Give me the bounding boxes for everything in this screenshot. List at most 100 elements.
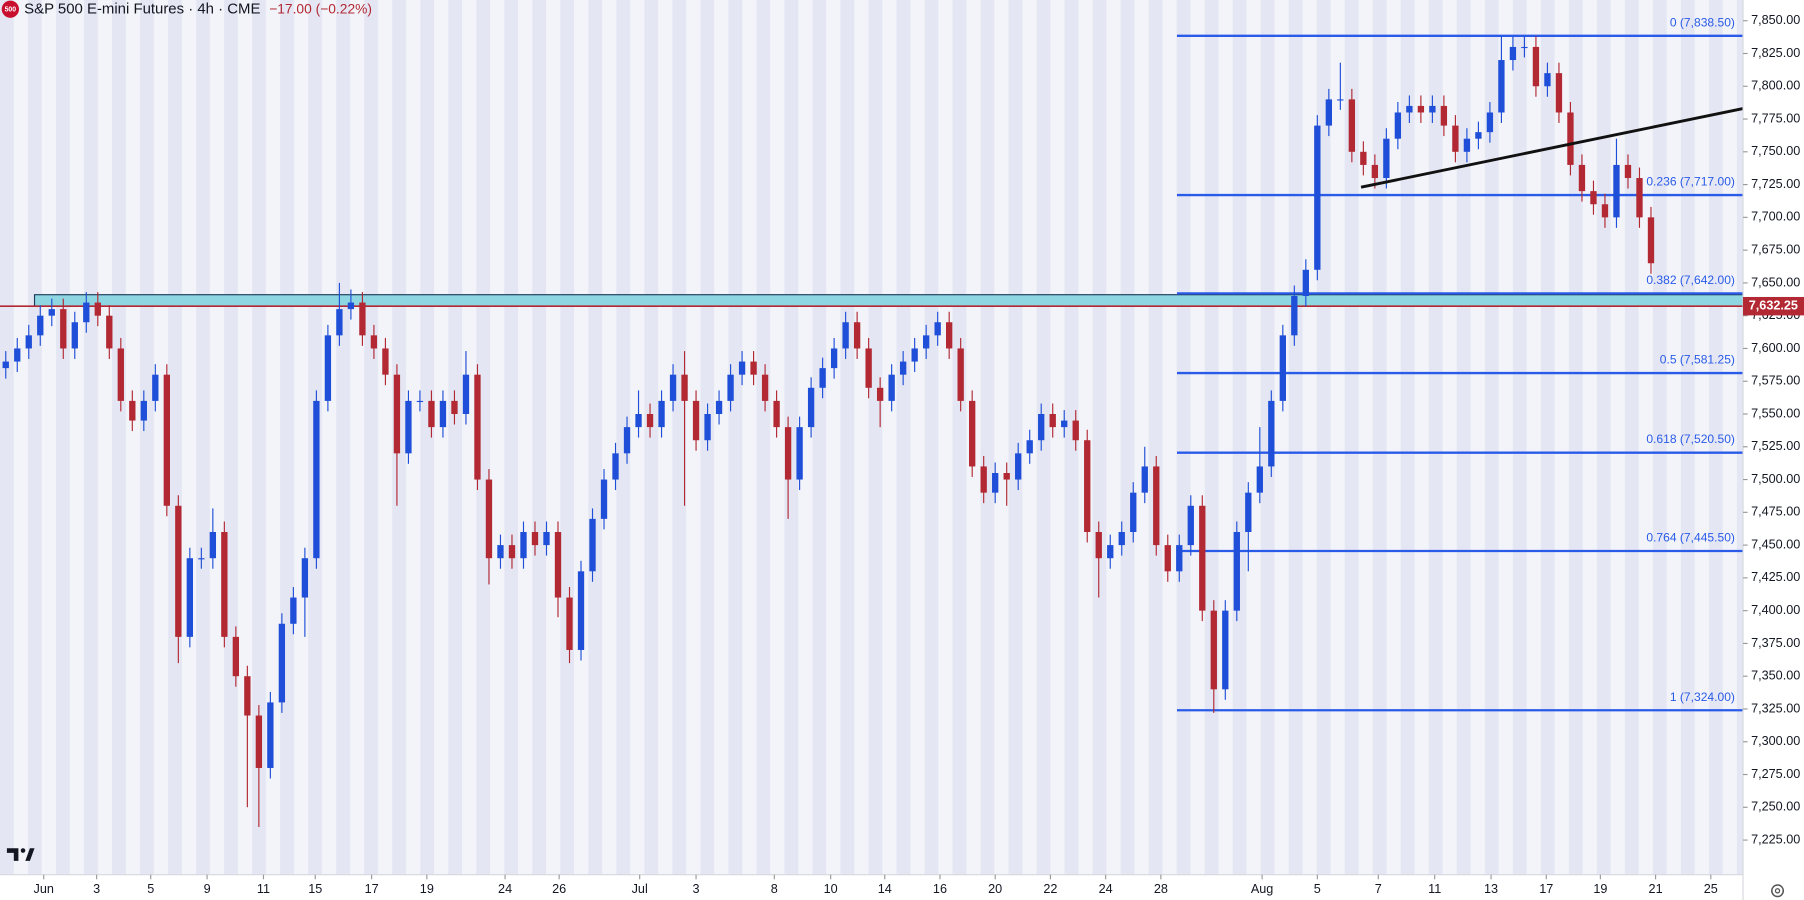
candle-body [186,558,193,637]
candle-body [255,715,263,768]
candle-body [1325,99,1333,126]
x-tick-label: 5 [1314,882,1321,896]
candle-body [1164,545,1171,572]
candle-body [48,309,55,316]
candle-body [1371,164,1379,179]
candle-body [474,374,481,480]
y-tick-label: 7,575.00 [1751,374,1800,388]
y-tick-label: 7,675.00 [1751,242,1800,256]
candle-body [244,676,251,716]
candle-body [198,558,205,560]
candle-body [83,302,90,323]
y-tick-label: 7,250.00 [1751,800,1800,814]
y-tick-label: 7,825.00 [1751,46,1800,60]
candle-body [796,427,803,480]
candle-body [1314,125,1321,270]
candle-body [117,348,124,401]
candle-body [577,571,585,650]
candle-body [1555,73,1563,113]
candle-body [359,302,366,336]
candle-body [911,348,918,362]
candle-body [1061,420,1068,428]
candle-body [232,636,240,677]
candle-body [1624,164,1632,179]
x-tick-label: 13 [1484,882,1498,896]
price-change: −17.00 (−0.22%) [269,1,372,16]
y-tick-label: 7,500.00 [1751,472,1800,486]
candle-body [635,414,642,428]
x-tick-label: 16 [933,882,947,896]
candle-body [1268,400,1275,467]
fib-label: 0.764 (7,445.50) [1646,531,1735,545]
x-tick-label: 20 [988,882,1002,896]
candle-body [1072,420,1079,441]
candle-body [946,322,953,349]
candle-body [301,558,309,598]
x-tick-label: Jun [34,882,54,896]
candle-body [1153,466,1160,546]
price-label-box [1743,296,1804,316]
fib-label: 1 (7,324.00) [1670,690,1735,704]
candle-body [980,466,987,493]
candle-body [1199,505,1206,611]
candle-body [888,374,895,401]
x-tick-label: 22 [1043,882,1057,896]
candle-body [1291,296,1298,336]
candle-body [1222,610,1229,690]
candle-body [1015,453,1022,480]
candle-body [1130,492,1137,532]
candle-body [347,302,355,310]
candle-body [382,348,389,375]
candle-body [681,374,688,401]
candle-body [520,531,527,559]
y-tick-label: 7,300.00 [1751,734,1800,748]
x-tick-label: 19 [1593,882,1607,896]
y-tick-label: 7,650.00 [1751,275,1800,289]
candle-body [1452,125,1459,152]
y-tick-label: 7,850.00 [1751,13,1800,27]
candle-body [370,335,378,349]
x-tick-label: Aug [1251,882,1273,896]
candle-body [1279,335,1286,401]
candle-body [1107,545,1114,559]
candle-body [934,322,941,336]
x-tick-label: 7 [1375,882,1382,896]
candle-body [1245,492,1252,532]
candle-body [738,361,746,375]
x-tick-label: Jul [632,882,648,896]
candle-body [623,427,631,454]
candle-body [715,400,723,415]
candle-body [1038,414,1045,441]
candle-body [761,374,769,401]
x-tick-label: 24 [498,882,512,896]
candle-body [1578,164,1586,192]
trendline [1360,107,1744,189]
candle-body [1613,164,1620,218]
y-tick-label: 7,475.00 [1751,505,1800,519]
candle-body [1544,73,1551,87]
fib-label: 0.5 (7,581.25) [1660,353,1735,367]
candle-body [485,479,493,559]
candle-body [1118,531,1125,546]
settings-icon[interactable] [1771,884,1785,898]
fib-label: 0 (7,838.50) [1670,15,1735,29]
candle-body [428,400,435,428]
candle-body [1647,217,1655,264]
candle-body [152,374,159,401]
candle-body [554,531,562,598]
logo [1,0,19,18]
candle-body [416,400,424,403]
candle-body [1084,440,1091,532]
candle-body [290,597,297,624]
y-tick-label: 7,750.00 [1751,144,1800,158]
candle-body [324,335,332,401]
y-tick-label: 7,425.00 [1751,570,1800,584]
candle-body [1176,545,1183,572]
chart-title: S&P 500 E-mini Futures · 4h · CME [24,1,260,18]
candle-body [1486,112,1494,133]
candle-body [405,400,412,454]
candle-body [853,322,861,349]
candle-body [106,315,113,349]
x-tick-label: 14 [878,882,892,896]
